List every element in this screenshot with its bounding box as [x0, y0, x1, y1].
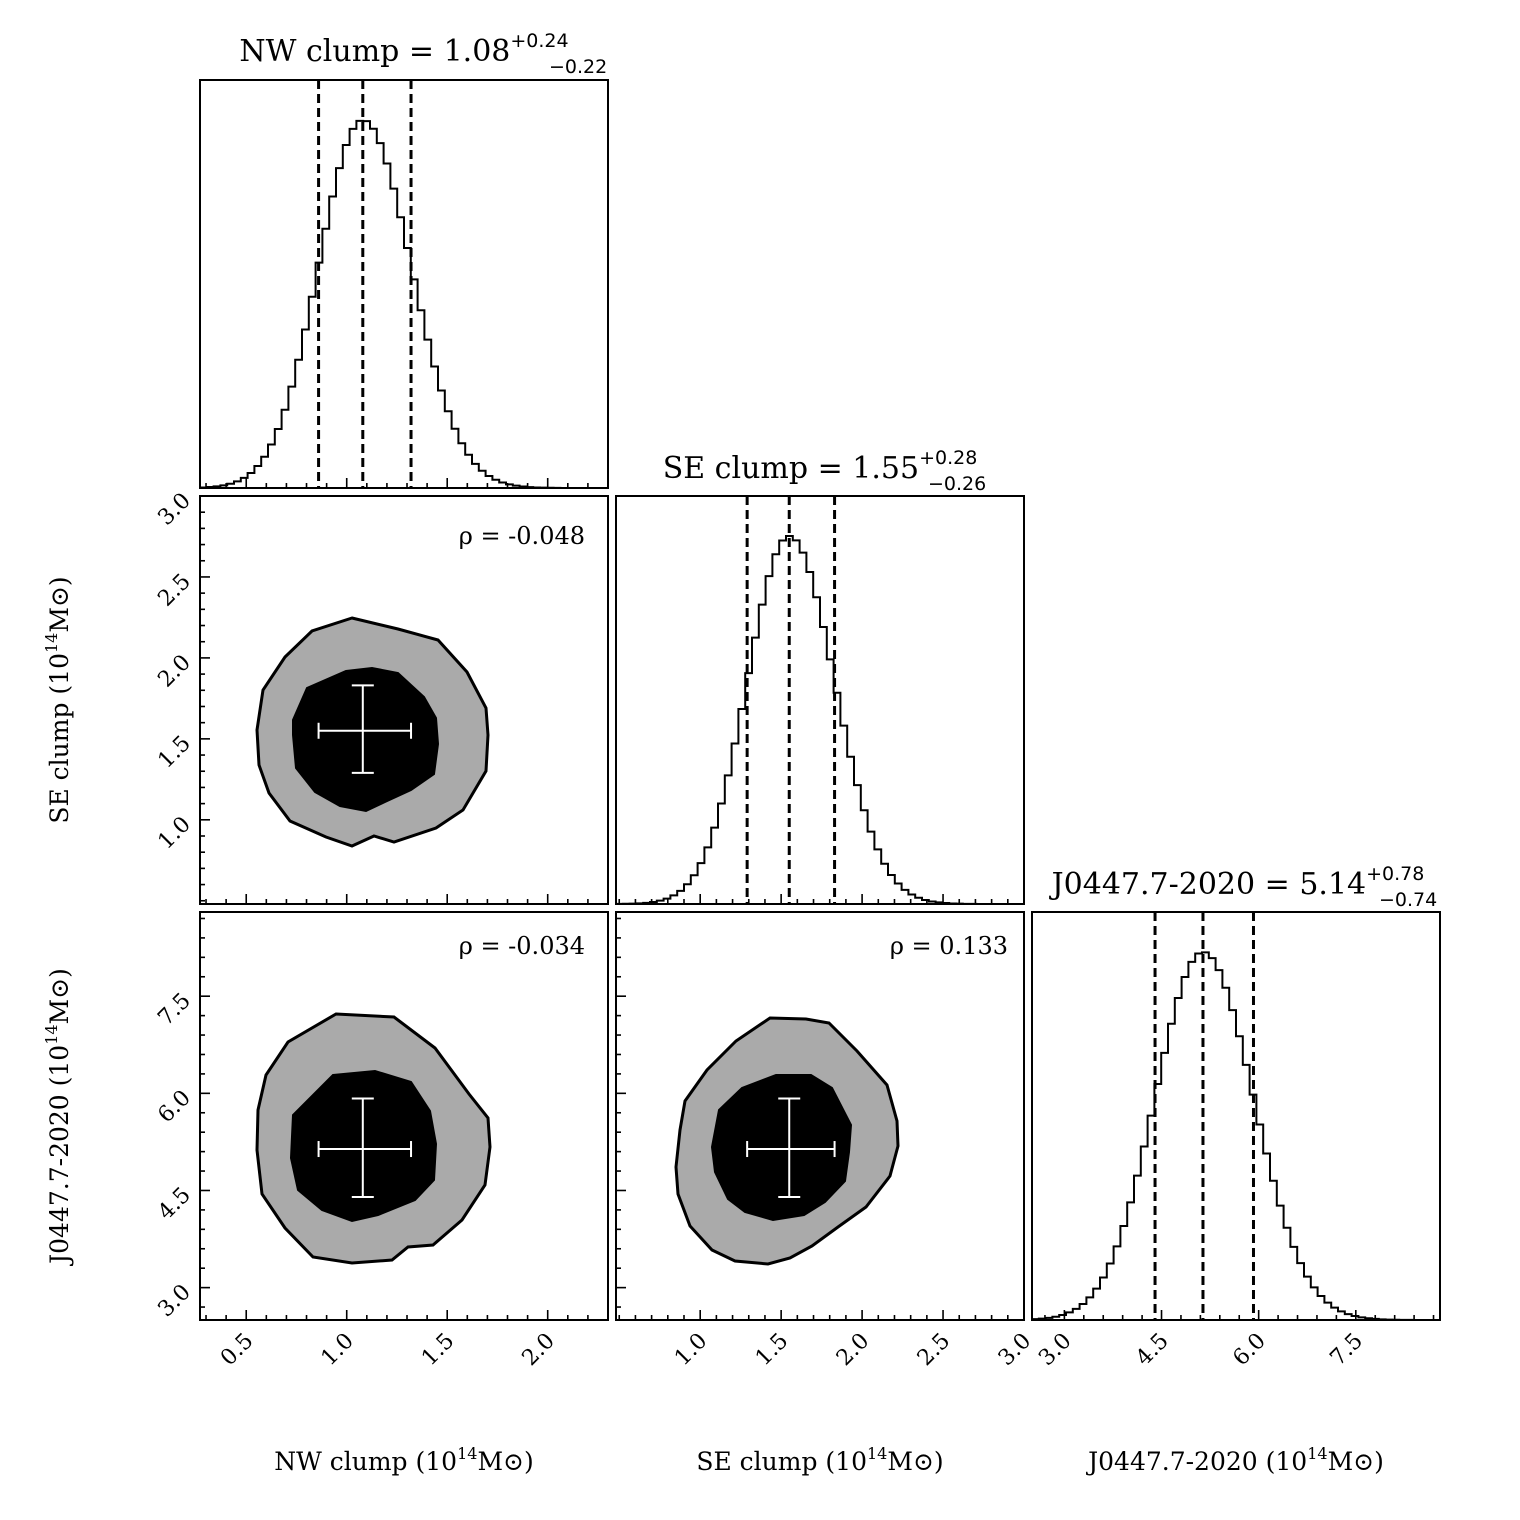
title-se-lower: −0.26	[928, 473, 986, 495]
correlation-j-se: ρ = 0.133	[890, 932, 1008, 960]
ylabel-j: J0447.7-2020 (1014M⊙)	[42, 968, 74, 1267]
contours-j-se	[674, 1016, 900, 1266]
axis-label-sup: 14	[457, 1444, 477, 1463]
axis-label-text: J0447.7-2020 (10	[1085, 1447, 1307, 1476]
axis-label-unit: M⊙)	[1328, 1447, 1384, 1476]
panel-frames	[199, 79, 1441, 1321]
correlation-se-nw: ρ = -0.048	[459, 522, 585, 550]
xlabel-nw: NW clump (1014M⊙)	[274, 1444, 534, 1476]
title-sup: +0.78	[1366, 863, 1424, 885]
panel-se-nw	[199, 495, 609, 905]
title-se: SE clump = 1.55+0.28	[663, 447, 978, 486]
median-marker-j-se	[746, 1097, 836, 1198]
title-nw-lower: −0.22	[549, 56, 607, 78]
contours-se-nw	[255, 616, 490, 848]
median-marker-j-nw	[317, 1097, 413, 1198]
axis-label-sup: 14	[42, 633, 61, 653]
histogram-j0447	[1032, 951, 1440, 1321]
ylabel-se: SE clump (1014M⊙)	[42, 576, 74, 823]
panel-j-se	[615, 911, 1025, 1321]
axis-label-sup: 14	[42, 1024, 61, 1044]
axis-label-sup: 14	[1307, 1444, 1327, 1463]
xlabel-se: SE clump (1014M⊙)	[696, 1444, 943, 1476]
title-nw: NW clump = 1.08+0.24	[239, 30, 568, 69]
title-text: J0447.7-2020 = 5.14	[1049, 867, 1367, 902]
title-sup: +0.24	[510, 30, 568, 52]
histogram-se	[616, 535, 1024, 905]
title-j-lower: −0.74	[1379, 889, 1437, 911]
xlabel-j: J0447.7-2020 (1014M⊙)	[1085, 1444, 1384, 1476]
axis-label-unit: M⊙)	[477, 1447, 533, 1476]
axis-label-unit: M⊙)	[45, 576, 74, 632]
panel-se-hist	[615, 495, 1025, 905]
axis-ticks	[200, 478, 1435, 1320]
median-marker-se-nw	[317, 684, 413, 774]
contour-1sigma	[292, 666, 440, 813]
axis-label-text: NW clump (10	[274, 1447, 457, 1476]
contour-1sigma	[710, 1074, 853, 1222]
title-sup: +0.28	[919, 447, 977, 469]
histogram-nw	[200, 119, 608, 489]
title-text: NW clump = 1.08	[239, 34, 510, 69]
axis-label-text: J0447.7-2020 (10	[45, 1045, 74, 1267]
axis-label-text: SE clump (10	[696, 1447, 867, 1476]
correlation-j-nw: ρ = -0.034	[459, 932, 585, 960]
axis-label-text: SE clump (10	[45, 653, 74, 824]
quantile-lines-se	[745, 496, 837, 904]
quantile-lines-j0447	[1153, 912, 1255, 1320]
title-text: SE clump = 1.55	[663, 451, 919, 486]
axis-label-sup: 14	[867, 1444, 887, 1463]
panel-nw-hist	[199, 79, 609, 489]
panel-j-nw	[199, 911, 609, 1321]
panel-j-hist	[1031, 911, 1441, 1321]
axis-label-unit: M⊙)	[887, 1447, 943, 1476]
quantile-lines-nw	[317, 80, 413, 488]
axis-label-unit: M⊙)	[45, 968, 74, 1024]
title-j: J0447.7-2020 = 5.14+0.78	[1049, 863, 1425, 902]
